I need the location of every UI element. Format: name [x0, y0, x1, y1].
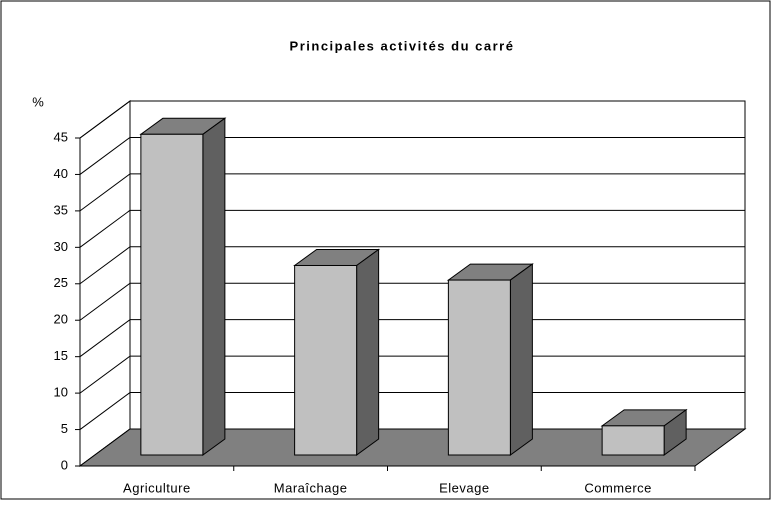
grid-line — [79, 246, 131, 285]
grid-line — [79, 355, 131, 394]
grid-line — [79, 282, 131, 321]
y-axis-label: % — [32, 94, 44, 109]
chart-title: Principales activités du carré — [290, 38, 515, 53]
grid-line — [79, 100, 131, 139]
grid-line — [79, 173, 131, 212]
y-tick-label: 25 — [54, 275, 68, 290]
bar-side — [356, 248, 380, 456]
y-tick-label: 10 — [54, 385, 68, 400]
y-tick-label: 30 — [54, 239, 68, 254]
bar-side — [202, 117, 226, 456]
y-tick-label: 15 — [54, 348, 68, 363]
x-tick-label: Maraîchage — [274, 480, 348, 495]
y-tick-label: 5 — [61, 421, 68, 436]
bar — [447, 279, 511, 456]
bar — [294, 264, 358, 456]
grid-line — [79, 392, 131, 430]
x-tick-label: Elevage — [439, 480, 489, 495]
bar-side — [509, 263, 533, 456]
y-tick-label: 40 — [54, 166, 68, 181]
bar — [140, 133, 204, 456]
y-tick-label: 0 — [61, 457, 68, 472]
y-tick-label: 35 — [54, 202, 68, 217]
grid-line — [79, 137, 131, 175]
grid-line — [79, 319, 131, 358]
y-tick-label: 20 — [54, 312, 68, 327]
x-tick-label: Agriculture — [123, 480, 191, 495]
grid-line — [79, 209, 131, 248]
y-tick-label: 45 — [54, 129, 68, 144]
bar — [601, 425, 665, 456]
x-tick-label: Commerce — [584, 480, 652, 495]
